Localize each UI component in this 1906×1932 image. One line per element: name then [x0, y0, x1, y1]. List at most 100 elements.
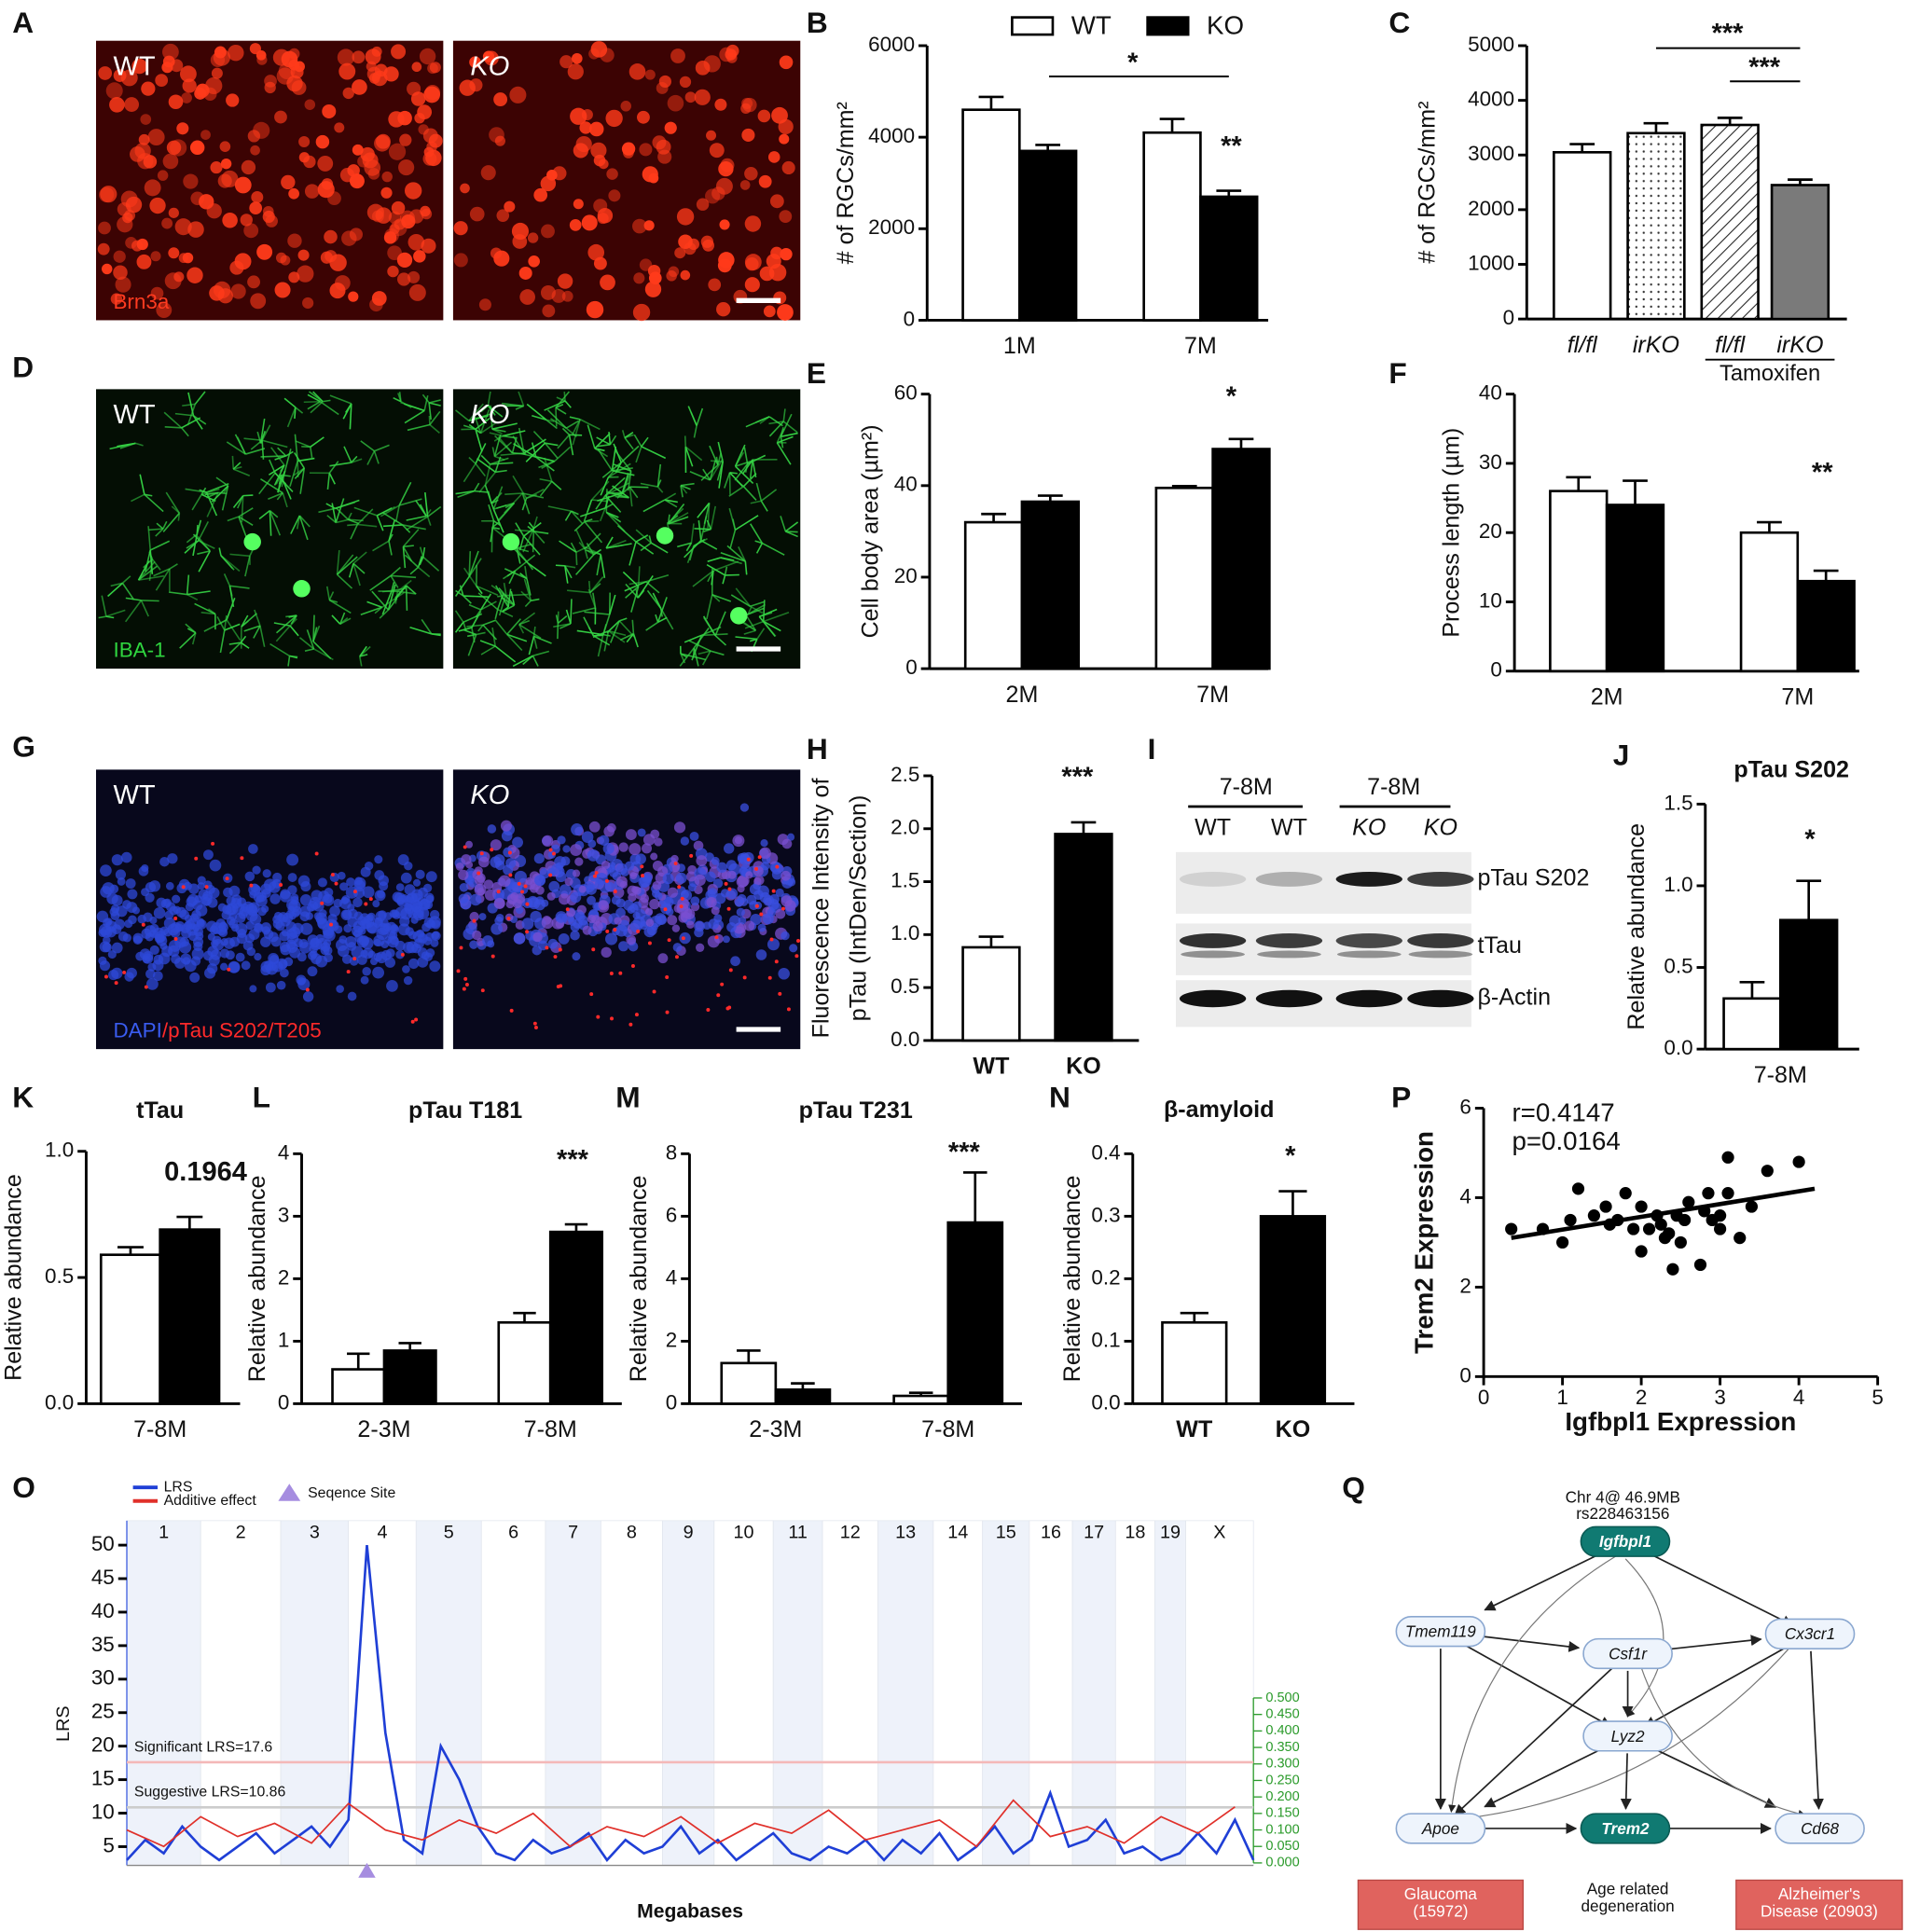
process — [468, 603, 481, 611]
process — [735, 587, 752, 607]
process — [409, 626, 433, 635]
process — [722, 574, 726, 585]
outcome-label: Glaucoma — [1404, 1884, 1478, 1903]
x-tick-label: KO — [1276, 1416, 1311, 1442]
process — [331, 614, 341, 625]
error-bar — [1566, 476, 1592, 491]
cell — [598, 159, 609, 170]
ptau-speck — [463, 845, 467, 849]
nucleus — [347, 991, 357, 1001]
nucleus — [512, 836, 523, 849]
cell — [424, 84, 441, 101]
process — [429, 423, 440, 434]
ptau-speck — [786, 1007, 791, 1012]
nucleus — [547, 938, 559, 949]
process — [138, 574, 165, 581]
nucleus — [542, 835, 554, 847]
process — [734, 451, 745, 467]
process — [350, 524, 359, 540]
process — [641, 446, 667, 460]
error-bar — [1643, 121, 1669, 133]
process — [417, 556, 423, 568]
cell — [334, 122, 345, 133]
nucleus — [170, 927, 181, 938]
error-bar — [1037, 494, 1063, 502]
node — [1775, 1813, 1865, 1844]
cell — [342, 87, 354, 100]
panel-letter: L — [253, 1081, 270, 1114]
y-tick-label: 0 — [905, 656, 917, 679]
process — [521, 498, 528, 511]
chromosome-label: 13 — [895, 1522, 916, 1542]
nucleus — [546, 891, 556, 901]
process — [261, 440, 265, 460]
process — [498, 587, 516, 606]
ptau-speck — [596, 1014, 601, 1019]
process — [515, 554, 536, 572]
process — [387, 584, 396, 611]
process — [241, 620, 249, 628]
nucleus — [498, 875, 511, 888]
cell — [170, 59, 184, 73]
process — [700, 464, 719, 481]
note: degeneration — [1581, 1897, 1675, 1915]
y-tick-label: 3000 — [1468, 142, 1514, 165]
process — [544, 442, 559, 459]
nucleus — [254, 953, 262, 961]
cell — [758, 174, 772, 188]
process — [261, 439, 288, 448]
process — [750, 500, 762, 504]
cell — [287, 233, 302, 248]
process — [564, 565, 573, 579]
nucleus — [737, 884, 745, 893]
process — [492, 486, 504, 510]
nucleus — [469, 940, 478, 949]
process — [650, 542, 669, 554]
ptau-speck — [181, 885, 186, 890]
nucleus — [263, 960, 274, 971]
nucleus — [352, 897, 363, 908]
cell — [374, 135, 391, 152]
nucleus — [196, 918, 205, 927]
chart-title: tTau — [136, 1097, 184, 1124]
ptau-speck — [551, 851, 556, 856]
chromosome-band — [772, 1520, 823, 1866]
process — [325, 586, 331, 600]
nucleus — [421, 951, 430, 960]
process — [269, 510, 282, 536]
process — [200, 493, 216, 503]
process — [532, 431, 546, 444]
nucleus — [252, 865, 261, 875]
ptau-speck — [674, 955, 679, 959]
cell — [639, 143, 653, 157]
cell — [744, 254, 762, 270]
process — [602, 633, 611, 637]
nucleus — [186, 893, 200, 906]
ptau-speck — [352, 890, 357, 894]
nucleus — [737, 893, 747, 904]
y-tick-label: 4000 — [1468, 88, 1514, 111]
process — [664, 499, 678, 504]
y-tick-label: 6 — [666, 1203, 677, 1226]
nucleus — [685, 871, 697, 882]
process — [226, 598, 236, 620]
ptau-speck — [173, 916, 178, 920]
process — [599, 507, 606, 522]
x-tick-label: 1 — [1556, 1386, 1568, 1409]
chromosome-band — [822, 1520, 878, 1866]
cell — [717, 258, 732, 273]
edge — [1642, 1743, 1777, 1808]
process — [575, 530, 587, 550]
process — [423, 395, 429, 411]
process — [533, 531, 549, 534]
cell — [519, 289, 535, 305]
process — [295, 407, 304, 414]
nucleus — [361, 937, 374, 950]
process — [763, 612, 790, 623]
soma — [293, 580, 311, 598]
cell — [744, 277, 760, 293]
process — [626, 633, 635, 643]
process — [785, 531, 798, 533]
process — [743, 447, 749, 464]
